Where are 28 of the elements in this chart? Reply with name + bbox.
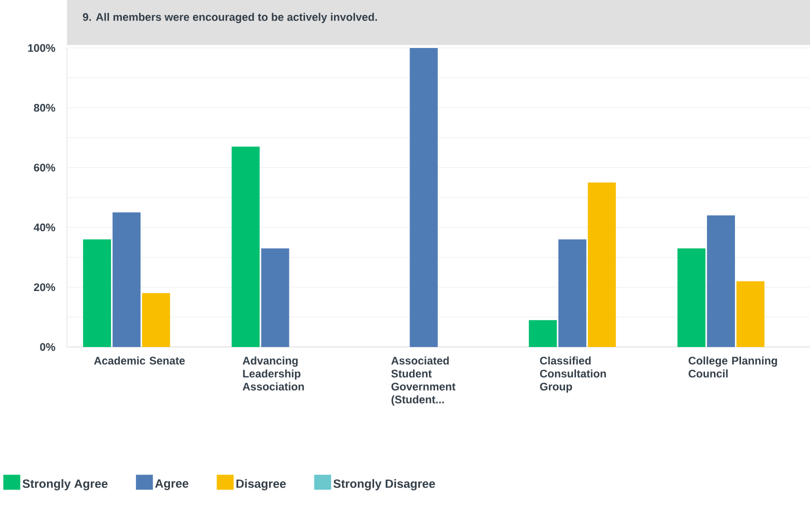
legend-label: Strongly Disagree [333,479,435,490]
legend-label: Strongly Agree [22,479,108,490]
legend-label: Agree [155,479,188,490]
y-tick-label: 80% [34,104,56,112]
bar [528,320,557,347]
bar [736,281,764,347]
bar [706,215,735,347]
bar [558,239,586,347]
chart-title: 9. All members were encouraged to be actively involved. [82,12,377,24]
bar [410,48,438,347]
x-tick-label: Associated Student Government (Student... [391,356,456,406]
y-tick-label: 0% [40,343,56,351]
y-tick-label: 40% [34,224,56,232]
bar [112,212,141,347]
bar [261,248,290,347]
bar [142,293,170,347]
bar [232,146,260,347]
y-tick-label: 20% [34,283,56,292]
bar [83,239,112,347]
x-tick-label: College Planning Council [688,356,777,378]
legend-label: Disagree [236,479,286,490]
x-tick-label: Advancing Leadership Association [242,356,304,390]
x-tick-label: Academic Senate [94,356,185,365]
bar [588,182,616,347]
y-tick-label: 60% [34,164,56,172]
x-tick-label: Classified Consultation Group [540,356,606,393]
y-tick-label: 100% [28,44,56,52]
bar [677,248,706,347]
